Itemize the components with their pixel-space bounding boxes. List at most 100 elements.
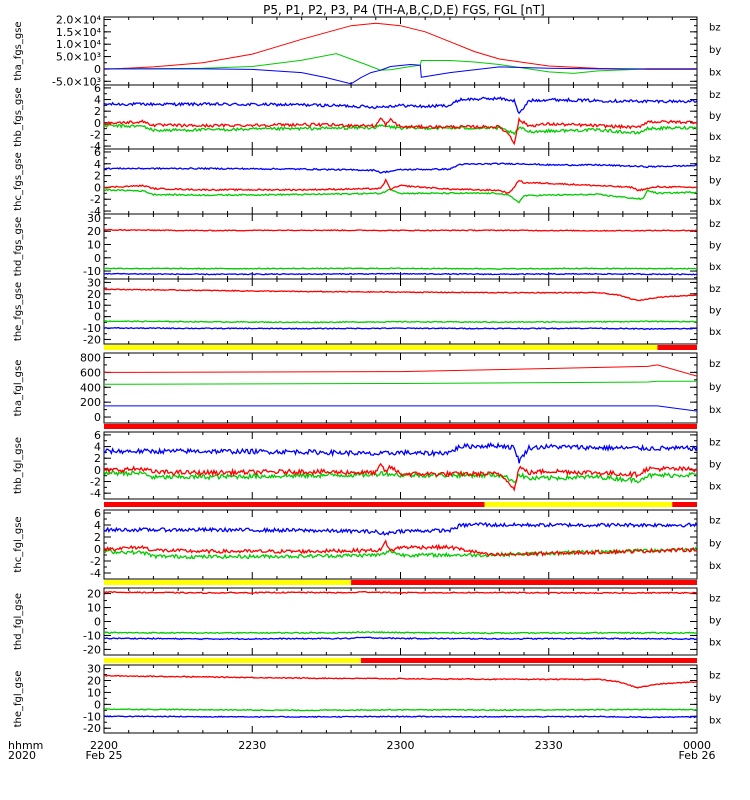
y-axis-label: thd_fgl_gse (13, 593, 24, 650)
y-tick-label: 2 (94, 105, 101, 118)
series-line-bx (104, 405, 697, 412)
legend-bx: bx (709, 715, 721, 726)
y-tick-label: 1.0×10⁴ (56, 38, 102, 51)
y-tick-label: -2 (90, 555, 101, 568)
legend-bx: bx (709, 638, 721, 649)
y-tick-label: 2 (94, 452, 101, 465)
y-tick-label: -2 (90, 128, 101, 141)
series-line-by (104, 53, 697, 74)
series-line-bz (104, 590, 697, 595)
panel-frame (103, 16, 698, 86)
panel-frame (103, 664, 698, 734)
y-tick-label: 0 (94, 117, 101, 130)
y-tick-label: -20 (83, 333, 101, 346)
panel-tha_fgl_gse: 0 200 400 600 800 tha_fgl_gse bz by bx (13, 345, 721, 424)
panel-frame (103, 148, 698, 215)
legend-by: by (709, 382, 721, 393)
y-tick-label: 0 (94, 616, 101, 629)
panel-frame (103, 84, 698, 150)
y-tick-label: -5.0×10³ (52, 75, 101, 88)
series-line-by (104, 708, 697, 712)
legend-bx: bx (709, 482, 721, 493)
y-tick-label: -4 (90, 487, 101, 500)
time-axis-label-year: 2020 (8, 749, 36, 762)
status-bar-segment-red (104, 502, 485, 507)
panel-frame (103, 431, 698, 500)
legend-bx: bx (709, 561, 721, 572)
series-line-bz (104, 228, 697, 232)
x-tick-label-date: Feb 25 (86, 749, 123, 762)
x-tick-label-time: 2200 (90, 739, 118, 752)
y-tick-label: 10 (87, 686, 101, 699)
status-bar-segment-yellow (484, 502, 673, 507)
panel-frame (103, 587, 698, 656)
y-tick-label: 6 (94, 507, 101, 520)
y-tick-label: 0 (94, 543, 101, 556)
legend-by: by (709, 306, 721, 317)
series-line-bx (104, 521, 697, 536)
y-tick-label: 0 (94, 252, 101, 265)
x-tick-label-time: 2300 (387, 739, 415, 752)
legend-by: by (709, 45, 721, 56)
y-axis-label: the_fgl_gse (13, 671, 24, 728)
y-tick-label: 2 (94, 170, 101, 183)
legend-bz: bz (709, 359, 721, 370)
y-tick-label: 2 (94, 531, 101, 544)
y-tick-label: 20 (87, 675, 101, 688)
y-tick-label: 30 (87, 212, 101, 225)
series-line-bz (104, 22, 697, 70)
y-tick-label: 6 (94, 82, 101, 95)
series-line-bz (104, 539, 697, 557)
y-tick-label: 4 (94, 158, 101, 171)
panel-frame (103, 352, 698, 424)
y-tick-label: 20 (87, 225, 101, 238)
y-tick-label: 10 (87, 602, 101, 615)
series-line-bx (104, 162, 697, 174)
status-bar-segment-red (360, 658, 697, 663)
legend-bz: bz (709, 284, 721, 295)
y-tick-label: 4 (94, 441, 101, 454)
y-tick-label: 0 (94, 698, 101, 711)
y-tick-label: -10 (83, 710, 101, 723)
legend-by: by (709, 111, 721, 122)
legend-bz: bz (709, 219, 721, 230)
series-line-bz (104, 674, 697, 689)
y-tick-label: 0 (94, 411, 101, 424)
y-axis-label: thc_fgl_gse (13, 516, 24, 572)
series-line-bx (104, 63, 697, 85)
chart-title: P5, P1, P2, P3, P4 (TH-A,B,C,D,E) FGS, F… (263, 3, 545, 17)
panels: -5.0×10³05.0×10³1.0×10⁴1.5×10⁴2.0×10⁴tha… (13, 13, 721, 735)
legend-by: by (709, 176, 721, 187)
time-axis-label-hhmm: hhmm (8, 739, 43, 752)
y-tick-label: 0 (94, 464, 101, 477)
legend-bz: bz (709, 23, 721, 34)
y-tick-label: 30 (87, 663, 101, 676)
legend-bx: bx (709, 67, 721, 78)
status-bar-segment-red (657, 345, 697, 350)
y-tick-label: 800 (80, 351, 101, 364)
series-line-by (104, 469, 697, 484)
series-line-bz (104, 178, 697, 195)
panel-frame (103, 278, 698, 345)
legend-bx: bx (709, 262, 721, 273)
y-tick-label: -2 (90, 193, 101, 206)
y-axis-label: thd_fgs_gse (13, 217, 24, 276)
y-axis-label: tha_fgs_gse (13, 21, 24, 80)
y-axis-label: thb_fgl_gse (13, 437, 24, 494)
series-line-bz (104, 116, 697, 146)
legend-bz: bz (709, 593, 721, 604)
status-bar-segment-yellow (104, 345, 658, 350)
y-tick-label: 0 (94, 311, 101, 324)
y-tick-label: -4 (90, 567, 101, 580)
y-tick-label: 2.0×10⁴ (56, 13, 102, 26)
y-tick-label: 200 (80, 396, 101, 409)
status-bar-segment-red (672, 502, 697, 507)
series-line-by (104, 123, 697, 136)
